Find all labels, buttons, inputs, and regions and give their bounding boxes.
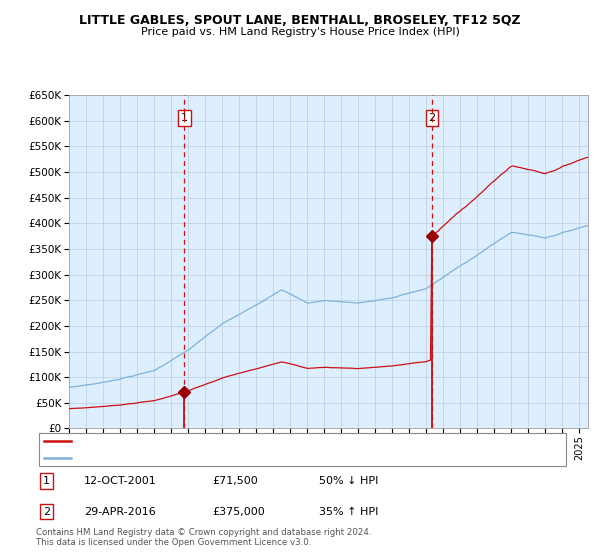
Text: 29-APR-2016: 29-APR-2016: [84, 507, 156, 516]
Text: £71,500: £71,500: [212, 476, 258, 486]
Text: LITTLE GABLES, SPOUT LANE, BENTHALL, BROSELEY, TF12 5QZ (detached house): LITTLE GABLES, SPOUT LANE, BENTHALL, BRO…: [76, 436, 500, 446]
Text: 2: 2: [43, 507, 50, 516]
Text: Price paid vs. HM Land Registry's House Price Index (HPI): Price paid vs. HM Land Registry's House …: [140, 27, 460, 37]
FancyBboxPatch shape: [38, 433, 566, 466]
Text: 1: 1: [43, 476, 50, 486]
Text: 1: 1: [181, 113, 188, 123]
Text: 35% ↑ HPI: 35% ↑ HPI: [319, 507, 379, 516]
Text: Contains HM Land Registry data © Crown copyright and database right 2024.
This d: Contains HM Land Registry data © Crown c…: [36, 528, 371, 547]
Text: £375,000: £375,000: [212, 507, 265, 516]
Text: LITTLE GABLES, SPOUT LANE, BENTHALL, BROSELEY, TF12 5QZ: LITTLE GABLES, SPOUT LANE, BENTHALL, BRO…: [79, 14, 521, 27]
Text: HPI: Average price, detached house, Shropshire: HPI: Average price, detached house, Shro…: [76, 453, 325, 463]
Text: 2: 2: [428, 113, 436, 123]
Text: 50% ↓ HPI: 50% ↓ HPI: [319, 476, 379, 486]
Text: 12-OCT-2001: 12-OCT-2001: [84, 476, 157, 486]
